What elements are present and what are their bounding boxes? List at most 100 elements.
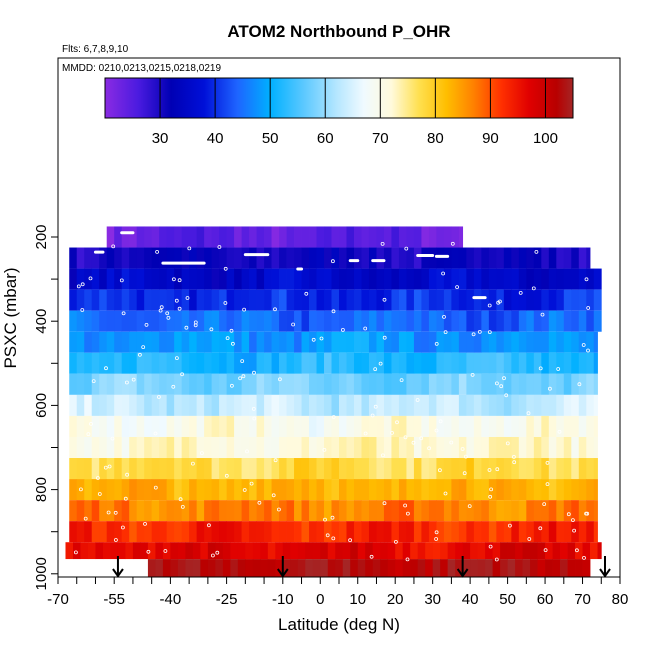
heatmap-cell [294, 268, 302, 290]
heatmap-cell [376, 521, 385, 543]
heatmap-cell [339, 289, 347, 311]
heatmap-cell [166, 268, 175, 290]
heatmap-cell [451, 500, 460, 522]
y-axis-label: PSXC (mbar) [1, 267, 20, 368]
heatmap-cell [264, 500, 272, 522]
heatmap-cell [353, 289, 362, 311]
heatmap-cell [496, 521, 505, 543]
heatmap-cell [368, 415, 377, 437]
heatmap-cell [196, 268, 205, 290]
heatmap-cell [91, 331, 100, 353]
heatmap-cell [114, 352, 123, 374]
heatmap-cell [361, 373, 370, 395]
heatmap-cell [541, 247, 550, 269]
heatmap-cell [346, 521, 355, 543]
heatmap-cell [346, 436, 355, 459]
heatmap-cell [151, 500, 160, 522]
sample-marker [434, 341, 439, 346]
heatmap-cell [211, 521, 220, 543]
heatmap-cell [106, 352, 115, 374]
heatmap-cell [346, 226, 355, 248]
heatmap-cell [271, 268, 280, 290]
heatmap-cell [339, 394, 347, 416]
heatmap-cell [151, 310, 160, 332]
heatmap-cell [264, 458, 272, 480]
heatmap-cell [376, 373, 385, 395]
sample-marker [411, 440, 416, 445]
heatmap-cell [174, 500, 183, 522]
heatmap-cell [286, 458, 295, 480]
chart-title: ATOM2 Northbound P_OHR [227, 22, 450, 41]
sample-marker [215, 550, 220, 555]
heatmap-cell [196, 521, 205, 543]
heatmap-cell [196, 226, 205, 248]
heatmap-cell [84, 394, 93, 416]
heatmap-cell [69, 373, 78, 395]
heatmap-cell [91, 500, 100, 522]
y-tick-label: 400 [33, 309, 50, 334]
heatmap-cell [249, 394, 257, 416]
sample-marker [252, 416, 257, 421]
heatmap-cell [294, 479, 302, 501]
heatmap-cell [144, 352, 153, 374]
heatmap-cell [320, 559, 329, 577]
heatmap-cell [316, 331, 325, 353]
heatmap-cell [548, 331, 557, 353]
sample-marker [79, 487, 83, 492]
heatmap-cell [586, 289, 595, 311]
heatmap-cell [211, 500, 220, 522]
heatmap-cell [376, 500, 385, 522]
heatmap-cell [211, 289, 220, 311]
heatmap-cell [485, 542, 494, 560]
heatmap-cell [571, 247, 580, 269]
heatmap-cell [443, 352, 452, 374]
heatmap-cell [129, 500, 138, 522]
heatmap-cell [181, 310, 190, 332]
sample-marker [325, 533, 330, 538]
heatmap-cell [294, 247, 302, 269]
heatmap-cell [286, 415, 295, 437]
heatmap-cell [84, 310, 93, 332]
sample-marker [538, 526, 543, 531]
heatmap-cell [241, 458, 250, 480]
heatmap-cell [309, 289, 317, 311]
heatmap-cell [84, 352, 93, 374]
heatmap-cell [455, 542, 464, 560]
heatmap-cell [339, 415, 347, 437]
heatmap-cell [241, 436, 250, 459]
heatmap-cell [398, 500, 407, 522]
heatmap-cell [181, 247, 190, 269]
heatmap-cell [264, 352, 272, 374]
heatmap-cell [151, 268, 160, 290]
heatmap-cell [511, 479, 520, 501]
heatmap-cell [331, 331, 340, 353]
heatmap-cell [511, 352, 520, 374]
sample-marker [180, 504, 185, 509]
heatmap-cell [136, 268, 145, 290]
heatmap-cell [361, 479, 370, 501]
sample-marker [111, 244, 116, 249]
heatmap-cell [376, 352, 385, 374]
heatmap-cell [440, 542, 449, 560]
heatmap-cell [204, 521, 213, 543]
heatmap-cell [129, 479, 138, 501]
sample-marker [311, 337, 316, 342]
heatmap-cell [406, 500, 415, 522]
sample-marker [184, 325, 189, 330]
heatmap-cell [181, 479, 190, 501]
heatmap-cell [106, 247, 115, 269]
heatmap-cell [571, 458, 580, 480]
heatmap-cell [541, 394, 550, 416]
heatmap-cell [368, 436, 377, 459]
heatmap-cell [533, 373, 542, 395]
heatmap-cell [537, 542, 546, 560]
heatmap-cell [511, 373, 520, 395]
heatmap-cell [391, 289, 400, 311]
heatmap-cell [365, 559, 374, 577]
heatmap-cell [398, 394, 407, 416]
heatmap-cell [391, 458, 400, 480]
heatmap-cell [76, 331, 85, 353]
heatmap-cell [234, 226, 242, 248]
sample-marker [174, 356, 179, 361]
sample-marker [323, 517, 327, 522]
